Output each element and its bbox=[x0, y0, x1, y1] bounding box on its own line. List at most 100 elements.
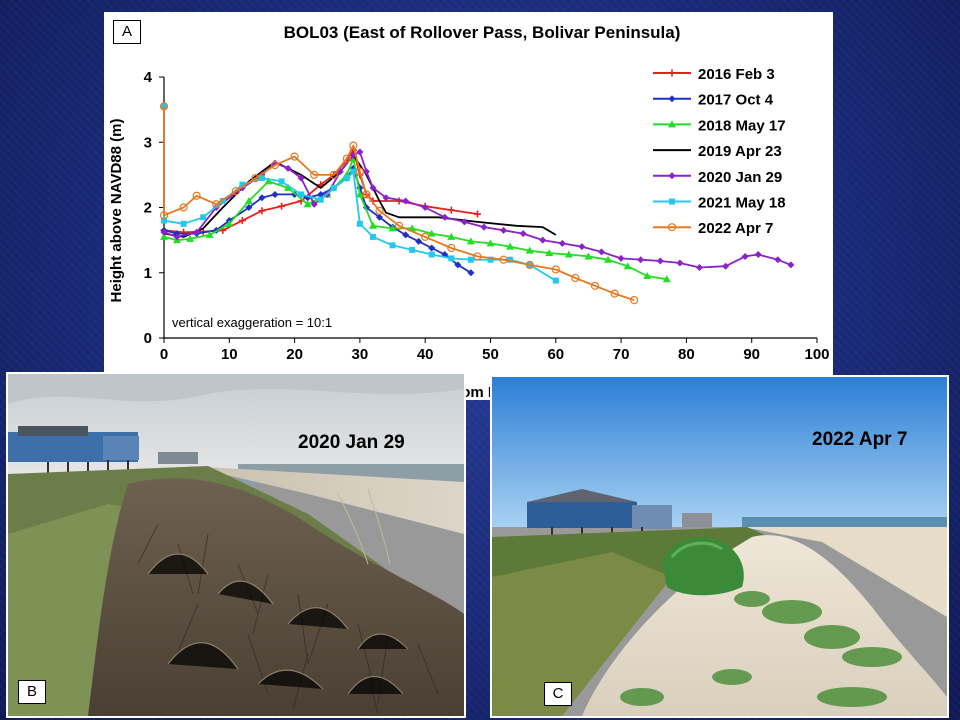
data-point bbox=[356, 220, 363, 227]
legend-label: 2019 Apr 23 bbox=[698, 143, 782, 160]
photo-date-2020: 2020 Jan 29 bbox=[298, 432, 405, 453]
data-point bbox=[330, 184, 337, 191]
legend-marker bbox=[668, 69, 676, 77]
data-point bbox=[421, 204, 429, 211]
series-6 bbox=[159, 102, 639, 305]
data-point bbox=[630, 296, 639, 305]
data-point bbox=[258, 207, 266, 215]
data-point bbox=[447, 243, 456, 253]
y-tick-label: 1 bbox=[144, 265, 152, 282]
data-point bbox=[355, 167, 364, 176]
data-point bbox=[519, 230, 527, 238]
data-point bbox=[212, 200, 221, 209]
chart-title: BOL03 (East of Rollover Pass, Bolivar Pe… bbox=[284, 23, 681, 42]
data-point bbox=[447, 206, 455, 214]
data-point bbox=[787, 261, 795, 269]
data-point bbox=[310, 170, 319, 179]
data-point bbox=[258, 194, 266, 202]
data-point bbox=[590, 281, 600, 290]
y-tick-label: 4 bbox=[144, 69, 153, 86]
data-point bbox=[428, 244, 436, 252]
data-point bbox=[741, 252, 749, 260]
data-point bbox=[284, 183, 293, 191]
legend-entry-5: 2021 May 18 bbox=[653, 195, 786, 212]
data-point bbox=[356, 148, 364, 156]
data-point bbox=[159, 102, 169, 111]
data-point bbox=[754, 250, 762, 258]
data-point bbox=[298, 191, 305, 198]
data-point bbox=[610, 289, 619, 298]
legend-label: 2016 Feb 3 bbox=[698, 66, 775, 83]
data-point bbox=[270, 160, 280, 170]
y-tick-label: 3 bbox=[144, 134, 152, 151]
series-line bbox=[163, 106, 635, 302]
data-point bbox=[441, 213, 449, 221]
data-point bbox=[186, 234, 195, 242]
panel-label-c: C bbox=[544, 682, 572, 706]
data-point bbox=[160, 228, 168, 236]
data-point bbox=[466, 237, 475, 245]
data-point bbox=[369, 233, 376, 240]
dune-photo-winter bbox=[8, 374, 464, 716]
data-point bbox=[722, 262, 730, 270]
data-point bbox=[558, 239, 566, 247]
data-point bbox=[297, 174, 305, 182]
data-point bbox=[487, 256, 494, 263]
data-point bbox=[507, 256, 514, 263]
data-point bbox=[421, 232, 430, 241]
data-point bbox=[415, 237, 423, 245]
data-point bbox=[278, 202, 286, 210]
data-point bbox=[368, 221, 377, 229]
data-point bbox=[402, 197, 410, 205]
data-point bbox=[486, 239, 495, 247]
data-point bbox=[389, 242, 396, 249]
data-point bbox=[525, 260, 534, 270]
x-tick-label: 60 bbox=[547, 346, 564, 363]
panel-label-b: B bbox=[18, 680, 46, 704]
x-tick-label: 70 bbox=[613, 346, 630, 363]
data-point bbox=[695, 264, 703, 272]
data-point bbox=[369, 184, 377, 192]
data-point bbox=[225, 219, 234, 227]
data-point bbox=[251, 174, 260, 183]
data-point bbox=[310, 200, 318, 208]
data-point bbox=[179, 203, 188, 212]
data-point bbox=[193, 228, 201, 236]
x-tick-label: 30 bbox=[352, 346, 369, 363]
data-point bbox=[271, 190, 279, 198]
legend-marker bbox=[668, 120, 676, 128]
data-point bbox=[161, 103, 167, 110]
data-point bbox=[382, 194, 390, 202]
legend-label: 2020 Jan 29 bbox=[698, 169, 782, 186]
data-point bbox=[409, 246, 416, 253]
legend-label: 2022 Apr 7 bbox=[698, 220, 773, 237]
data-point bbox=[571, 273, 580, 283]
legend-label: 2018 May 17 bbox=[698, 117, 786, 134]
data-point bbox=[460, 218, 468, 226]
series-2 bbox=[160, 154, 671, 283]
data-point bbox=[506, 242, 515, 250]
data-point bbox=[362, 168, 370, 176]
data-point bbox=[160, 232, 168, 240]
legend-entry-3: 2019 Apr 23 bbox=[653, 143, 782, 160]
data-point bbox=[375, 206, 384, 215]
series-line bbox=[163, 151, 792, 269]
legend-label: 2017 Oct 4 bbox=[698, 92, 774, 109]
data-point bbox=[343, 175, 350, 182]
beach-profile-chart: BOL03 (East of Rollover Pass, Bolivar Pe… bbox=[104, 12, 833, 400]
data-point bbox=[264, 177, 273, 185]
legend-entry-0: 2016 Feb 3 bbox=[653, 66, 775, 83]
data-point bbox=[278, 178, 285, 185]
legend-marker bbox=[668, 95, 676, 103]
data-point bbox=[467, 256, 474, 263]
data-point bbox=[480, 223, 488, 231]
data-point bbox=[258, 175, 265, 182]
x-tick-label: 0 bbox=[160, 346, 168, 363]
data-point bbox=[245, 204, 253, 211]
y-tick-label: 2 bbox=[144, 200, 152, 217]
data-point bbox=[539, 236, 547, 244]
data-point bbox=[219, 197, 226, 204]
x-tick-label: 10 bbox=[221, 346, 238, 363]
data-point bbox=[355, 190, 364, 198]
x-tick-label: 40 bbox=[417, 346, 434, 363]
